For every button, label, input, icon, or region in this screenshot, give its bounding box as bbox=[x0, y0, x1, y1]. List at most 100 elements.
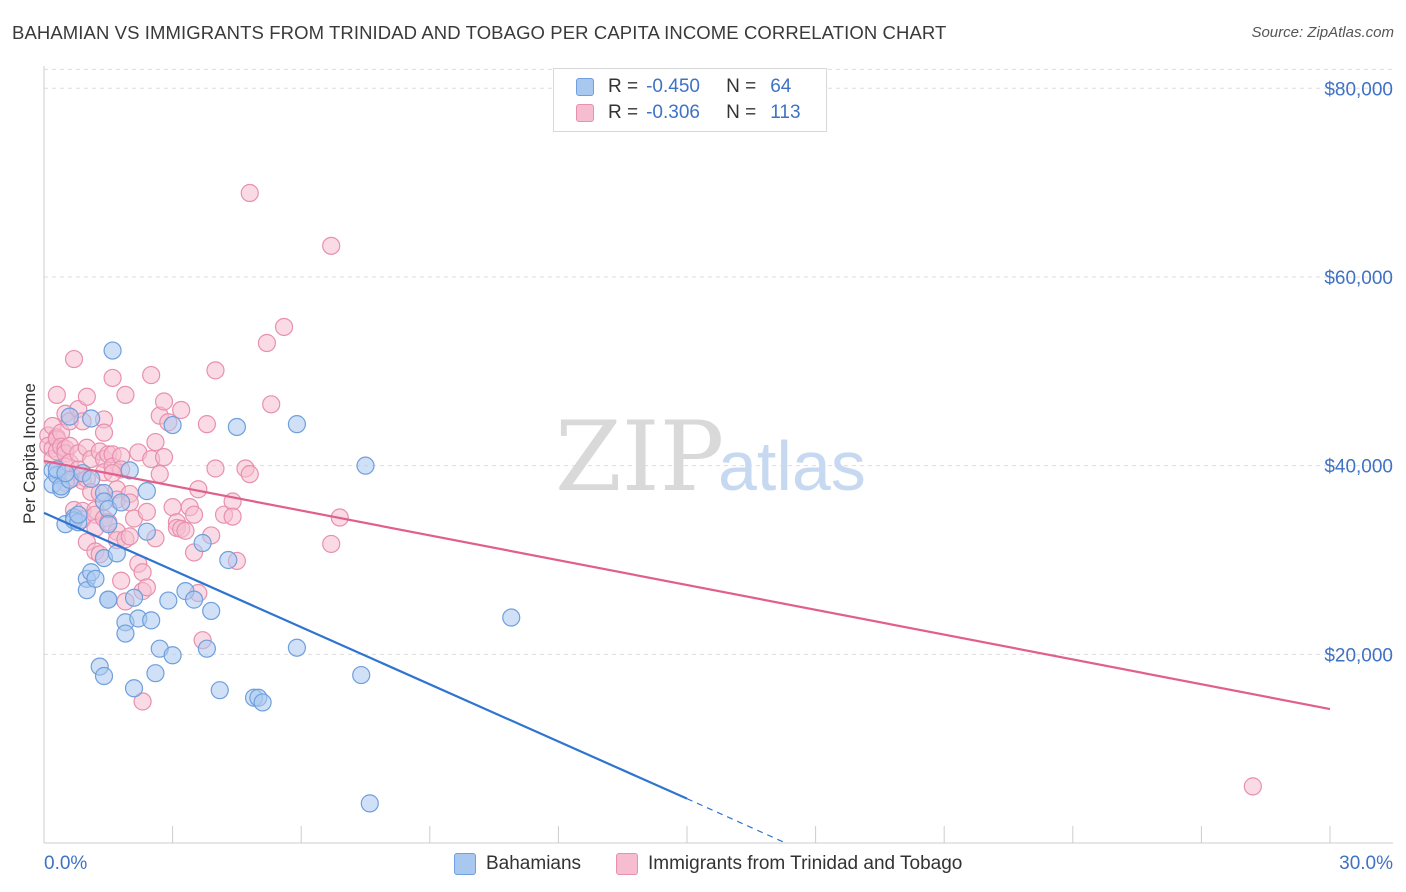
legend-label: Immigrants from Trinidad and Tobago bbox=[648, 853, 963, 874]
bahamian-point bbox=[120, 461, 139, 480]
bahamian-point bbox=[99, 515, 118, 534]
watermark: ZIP atlas bbox=[555, 401, 866, 513]
bahamian-point bbox=[103, 341, 122, 360]
y-tick-labels: $20,000 $40,000 $60,000 $80,000 bbox=[1324, 79, 1393, 666]
trinidad-point bbox=[146, 432, 165, 452]
trinidad-point bbox=[1243, 777, 1262, 796]
bahamian-point bbox=[99, 590, 118, 609]
trinidad-point bbox=[257, 333, 277, 353]
r-value: -0.450 bbox=[646, 76, 700, 97]
x-tick-labels: 0.0% 30.0% bbox=[44, 853, 1393, 874]
trinidad-point bbox=[176, 521, 195, 540]
trinidad-trend-line bbox=[43, 459, 1331, 711]
bahamian-point bbox=[60, 407, 79, 426]
bahamian-point bbox=[86, 569, 105, 588]
bahamian-point bbox=[227, 417, 246, 437]
legend-swatch-bahamians bbox=[454, 853, 476, 875]
bahamian-point bbox=[197, 639, 216, 658]
legend-swatch-trinidad bbox=[616, 853, 638, 875]
watermark-zip: ZIP bbox=[555, 401, 724, 513]
bahamian-point bbox=[287, 638, 307, 657]
bahamian-point bbox=[159, 591, 178, 610]
bahamian-point bbox=[146, 664, 165, 683]
bahamian-point bbox=[163, 415, 182, 435]
trinidad-point bbox=[206, 361, 225, 380]
trinidad-point bbox=[197, 415, 216, 434]
trinidad-point bbox=[206, 459, 225, 478]
bahamian-point bbox=[356, 456, 375, 475]
y-tick-label: $60,000 bbox=[1324, 268, 1393, 289]
watermark-atlas: atlas bbox=[718, 427, 866, 505]
trinidad-point bbox=[154, 448, 174, 467]
bahamian-point bbox=[82, 469, 101, 488]
bahamian-point bbox=[163, 646, 182, 665]
y-tick-label: $20,000 bbox=[1324, 645, 1393, 666]
y-tick-label: $40,000 bbox=[1324, 457, 1393, 478]
trinidad-point bbox=[133, 563, 152, 582]
stats-swatch-trinidad bbox=[576, 104, 594, 122]
bahamian-point bbox=[184, 590, 204, 609]
y-tick-label: $80,000 bbox=[1324, 79, 1393, 100]
trinidad-point bbox=[184, 505, 204, 524]
bahamian-point bbox=[502, 608, 521, 627]
bahamian-point bbox=[124, 588, 144, 607]
axes bbox=[43, 66, 1393, 844]
bahamian-point bbox=[94, 666, 114, 686]
bahamian-point bbox=[124, 679, 144, 698]
r-value: -0.306 bbox=[646, 102, 700, 123]
stats-box: R = -0.450 N = 64 R = -0.306 N = 113 bbox=[553, 68, 827, 132]
trinidad-point bbox=[77, 387, 96, 406]
bahamian-point bbox=[253, 693, 272, 712]
n-value: 64 bbox=[770, 76, 792, 97]
trinidad-point bbox=[120, 527, 139, 546]
bahamian-point bbox=[112, 493, 131, 512]
trinidad-point bbox=[64, 349, 84, 369]
trinidad-point bbox=[133, 692, 152, 711]
n-label: N = bbox=[726, 76, 757, 97]
legend-item-bahamians[interactable]: Bahamians bbox=[454, 850, 581, 878]
stats-row-trinidad: R = -0.306 N = 113 bbox=[576, 100, 801, 126]
r-label: R = bbox=[608, 76, 639, 97]
data-points bbox=[39, 183, 1262, 813]
r-label: R = bbox=[608, 102, 639, 123]
bahamian-point bbox=[360, 794, 379, 813]
bahamian-point bbox=[137, 482, 156, 501]
bahamian-point bbox=[202, 601, 221, 621]
source-credit: Source: ZipAtlas.com bbox=[1251, 24, 1394, 41]
bahamian-point bbox=[116, 624, 135, 643]
trinidad-point bbox=[137, 502, 156, 521]
bahamian-trend-extension bbox=[686, 798, 786, 844]
legend-item-trinidad[interactable]: Immigrants from Trinidad and Tobago bbox=[616, 850, 962, 878]
bahamian-point bbox=[210, 681, 229, 700]
trinidad-point bbox=[150, 465, 169, 484]
gridlines bbox=[44, 68, 1393, 655]
trinidad-point bbox=[274, 317, 294, 337]
bahamian-point bbox=[352, 665, 371, 685]
trinidad-point bbox=[47, 385, 66, 404]
bahamian-point bbox=[287, 415, 307, 434]
legend-label: Bahamians bbox=[486, 853, 582, 874]
stats-row-bahamians: R = -0.450 N = 64 bbox=[576, 74, 791, 100]
trinidad-point bbox=[223, 507, 242, 526]
trinidad-point bbox=[116, 385, 135, 404]
trinidad-point bbox=[322, 236, 341, 255]
trinidad-point bbox=[137, 578, 156, 597]
trinidad-point bbox=[262, 395, 281, 414]
bahamian-trend-line bbox=[43, 511, 688, 800]
trinidad-point bbox=[322, 534, 341, 554]
stats-swatch-bahamians bbox=[576, 78, 594, 96]
trinidad-point bbox=[240, 465, 259, 484]
trinidad-point bbox=[103, 368, 122, 388]
trinidad-point bbox=[142, 365, 161, 385]
trinidad-point bbox=[154, 392, 174, 411]
trend-lines bbox=[43, 459, 1331, 844]
n-label: N = bbox=[726, 102, 757, 123]
chart-title: BAHAMIAN VS IMMIGRANTS FROM TRINIDAD AND… bbox=[12, 22, 947, 43]
bahamian-point bbox=[193, 533, 212, 553]
y-axis-label: Per Capita Income bbox=[20, 383, 39, 524]
trinidad-point bbox=[94, 423, 114, 442]
bahamian-point bbox=[82, 409, 101, 428]
bahamian-point bbox=[142, 611, 161, 630]
bahamian-point bbox=[219, 550, 238, 570]
